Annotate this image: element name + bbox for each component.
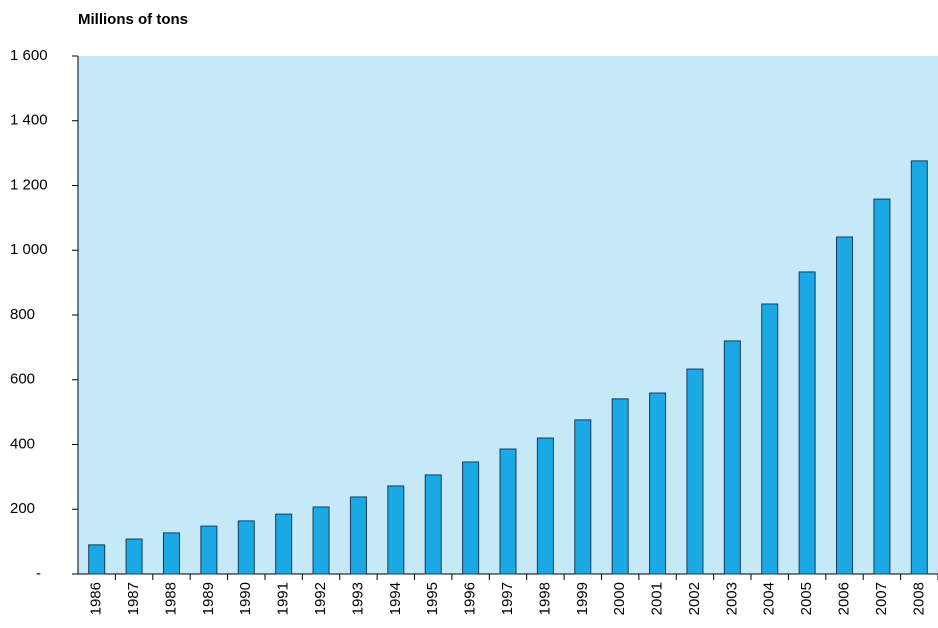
bar <box>649 392 667 575</box>
x-tick-label: 2006 <box>835 582 852 615</box>
x-tick-label: 2000 <box>611 582 628 615</box>
y-tick-label: 1 600 <box>10 47 48 64</box>
y-tick-label: 200 <box>10 500 35 517</box>
y-tick-label: 600 <box>10 371 35 388</box>
bar <box>686 368 704 575</box>
bar <box>349 496 367 575</box>
x-tick-label: 1993 <box>349 582 366 615</box>
bar <box>873 198 891 575</box>
y-tick-label: - <box>36 565 41 582</box>
x-tick-label: 1992 <box>312 582 329 615</box>
y-tick-label: 1 400 <box>10 112 48 129</box>
x-tick-label: 2002 <box>686 582 703 615</box>
x-tick-label: 1988 <box>162 582 179 615</box>
bar <box>387 485 405 575</box>
bar <box>237 520 255 575</box>
x-tick-label: 2008 <box>910 582 927 615</box>
x-tick-label: 2005 <box>798 582 815 615</box>
bar <box>125 538 143 575</box>
bar <box>761 303 779 575</box>
y-axis-title: Millions of tons <box>78 11 188 28</box>
x-tick-label: 1994 <box>387 582 404 615</box>
bar <box>536 437 554 575</box>
x-tick-label: 2007 <box>873 582 890 615</box>
bar <box>462 461 480 575</box>
x-tick-label: 1989 <box>200 582 217 615</box>
x-tick-label: 1997 <box>499 582 516 615</box>
y-tick-label: 400 <box>10 435 35 452</box>
bar <box>611 398 629 575</box>
bar <box>424 474 442 575</box>
bar <box>162 532 180 575</box>
bar <box>275 513 293 575</box>
x-tick-label: 1999 <box>574 582 591 615</box>
bar <box>798 271 816 575</box>
x-tick-label: 1986 <box>88 582 105 615</box>
y-tick-label: 1 200 <box>10 176 48 193</box>
bar <box>88 544 106 575</box>
bar <box>200 525 218 575</box>
y-tick-label: 1 000 <box>10 241 48 258</box>
bar <box>574 419 592 575</box>
bar <box>723 340 741 575</box>
x-tick-label: 2001 <box>649 582 666 615</box>
x-tick-label: 1998 <box>536 582 553 615</box>
x-tick-label: 1995 <box>424 582 441 615</box>
y-tick-label: 800 <box>10 306 35 323</box>
x-tick-label: 1987 <box>125 582 142 615</box>
x-tick-label: 1990 <box>237 582 254 615</box>
x-tick-label: 2003 <box>723 582 740 615</box>
x-tick-label: 1991 <box>275 582 292 615</box>
x-tick-label: 2004 <box>761 582 778 615</box>
x-tick-label: 1996 <box>462 582 479 615</box>
bar <box>836 236 854 575</box>
bar <box>910 160 928 575</box>
bar <box>499 448 517 575</box>
bar <box>312 506 330 575</box>
